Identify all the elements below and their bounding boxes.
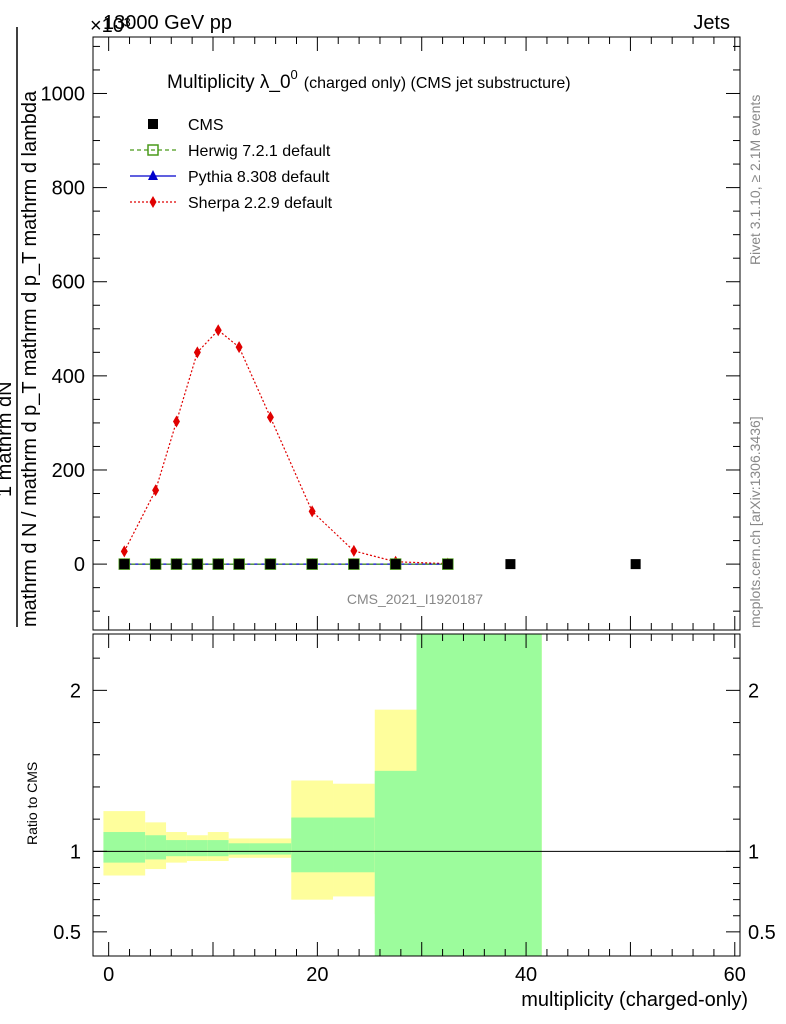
data-point-diamond xyxy=(149,196,157,208)
y-label-denominator: mathrm d N / mathrm d p_T mathrm d p_T m… xyxy=(19,90,41,627)
data-point-square xyxy=(150,559,161,570)
ratio-y-tick-label: 2 xyxy=(70,680,81,702)
uncertainty-band-inner xyxy=(145,835,167,860)
data-point-square xyxy=(390,559,401,570)
y-tick-label: 200 xyxy=(52,460,85,482)
ratio-bands xyxy=(103,634,542,956)
energy-label: 13000 GeV pp xyxy=(103,12,232,34)
ratio-panel-frame xyxy=(92,633,741,957)
data-point-square xyxy=(265,559,276,570)
data-point-diamond xyxy=(214,324,222,337)
uncertainty-band-inner xyxy=(374,770,417,956)
data-point-square xyxy=(307,559,318,570)
data-point-diamond xyxy=(120,545,128,558)
x-tick-label: 60 xyxy=(724,964,746,986)
data-point-diamond xyxy=(235,341,243,354)
y-tick-label: 1000 xyxy=(41,83,86,105)
y-label-numerator: 1 mathrm dN xyxy=(0,381,16,497)
data-point-square xyxy=(630,559,641,570)
uncertainty-band-inner xyxy=(416,634,542,956)
data-point-open-square xyxy=(147,144,159,156)
data-point-diamond xyxy=(172,415,180,428)
data-point-diamond xyxy=(266,411,274,424)
ratio-y-tick-label-right: 2 xyxy=(748,680,759,702)
x-tick-label: 40 xyxy=(515,964,537,986)
y-tick-label: 800 xyxy=(52,178,85,200)
main-y-label: mathrm d N / mathrm d p_T mathrm d p_T m… xyxy=(0,27,41,627)
legend-label: Sherpa 2.2.9 default xyxy=(188,195,333,212)
chart-title: Multiplicity λ_00 (charged only) (CMS jet… xyxy=(167,67,571,93)
data-point-square xyxy=(505,559,516,570)
data-point-diamond xyxy=(193,346,201,359)
y-tick-label: 0 xyxy=(74,554,85,576)
uncertainty-band-inner xyxy=(103,832,146,863)
chart-title-main: Multiplicity λ_0 xyxy=(167,72,291,93)
data-point-square xyxy=(171,559,182,570)
exponent-label: ×10³ xyxy=(90,15,131,37)
chart-title-suffix: (charged only) (CMS jet substructure) xyxy=(304,75,571,92)
uncertainty-band-inner xyxy=(228,843,250,855)
ratio-y-tick-label: 0.5 xyxy=(53,922,81,944)
data-point-square xyxy=(213,559,224,570)
uncertainty-band-inner xyxy=(186,840,208,857)
main-x-ticks xyxy=(108,37,736,630)
ratio-y-tick-label-right: 0.5 xyxy=(748,922,776,944)
chart-title-sup: 0 xyxy=(291,67,298,82)
data-point-square xyxy=(442,559,453,570)
legend-label: Pythia 8.308 default xyxy=(188,169,330,186)
mcplots-label: mcplots.cern.ch [arXiv:1306.3436] xyxy=(747,416,763,628)
ratio-y-tick-label-right: 1 xyxy=(748,841,759,863)
data-point-diamond xyxy=(350,544,358,557)
ratio-y-ticks: 0.5 0.5 1 1 2 2 xyxy=(53,657,776,944)
data-point-diamond xyxy=(152,484,160,497)
jets-label: Jets xyxy=(693,12,730,34)
legend: CMS Herwig 7.2.1 default Pythia 8.308 defa… xyxy=(130,117,333,212)
data-point-diamond xyxy=(308,505,316,518)
uncertainty-band-inner xyxy=(333,817,375,873)
series-line xyxy=(123,329,448,565)
data-point-square xyxy=(234,559,245,570)
data-point-square xyxy=(192,559,203,570)
uncertainty-band-inner xyxy=(249,843,292,855)
main-y-ticks: 0 200 400 600 800 1000 xyxy=(41,45,740,612)
x-tick-label: 0 xyxy=(103,964,114,986)
ratio-x-ticks: 0 20 40 60 xyxy=(103,634,746,986)
uncertainty-band-inner xyxy=(291,817,334,873)
data-point-square xyxy=(348,559,359,570)
data-point-square xyxy=(119,559,130,570)
series-markers xyxy=(118,324,641,570)
x-tick-label: 20 xyxy=(306,964,328,986)
legend-label: CMS xyxy=(188,117,224,134)
main-panel-frame xyxy=(92,36,741,631)
y-tick-label: 400 xyxy=(52,366,85,388)
uncertainty-band-inner xyxy=(166,840,187,857)
data-point-square xyxy=(148,119,158,129)
analysis-watermark: CMS_2021_I1920187 xyxy=(347,591,483,607)
series-lines xyxy=(123,329,448,565)
ratio-y-tick-label: 1 xyxy=(70,841,81,863)
uncertainty-band-inner xyxy=(207,840,229,857)
data-point-triangle xyxy=(148,170,158,180)
ratio-y-label: Ratio to CMS xyxy=(24,762,40,845)
x-axis-label: multiplicity (charged-only) xyxy=(521,989,748,1011)
y-tick-label: 600 xyxy=(52,272,85,294)
legend-label: Herwig 7.2.1 default xyxy=(188,143,331,160)
rivet-version-label: Rivet 3.1.10, ≥ 2.1M events xyxy=(747,95,763,265)
